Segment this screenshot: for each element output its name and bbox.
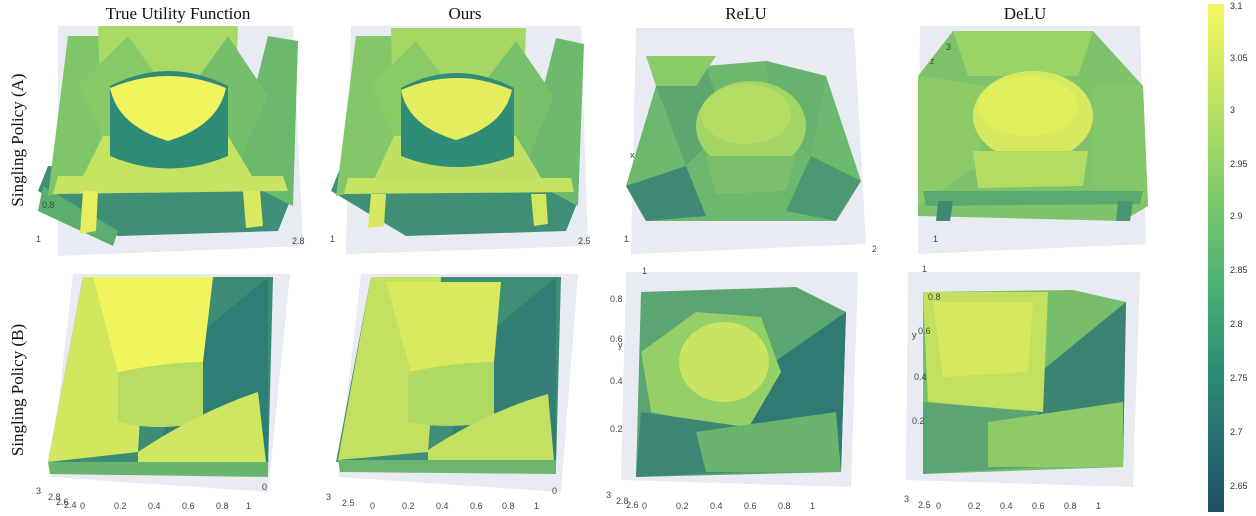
colorbar [1208,4,1224,512]
colorbar-tick: 3.1 [1230,1,1243,11]
axis-tick: 0.6 [182,501,195,510]
column-title-delu: DeLU [1003,4,1047,23]
colorbar-tick: 2.75 [1230,373,1248,383]
axis-tick: 0.2 [610,424,623,434]
colorbar-tick: 2.85 [1230,265,1248,275]
colorbar-tick: 2.8 [1230,319,1243,329]
axis-tick: 0.6 [1032,501,1045,510]
axis-tick: 0.8 [778,501,791,510]
colorbar-tick: 3.05 [1230,53,1248,63]
axis-tick: 0 [370,501,375,510]
axis-label: y [912,330,917,340]
colorbar-tick: 2.9 [1230,211,1243,221]
axis-tick: 0.8 [1064,501,1077,510]
axis-label: x [630,150,635,160]
axis-tick: 1 [534,501,539,510]
axis-tick: 1 [922,264,927,274]
axis-tick: 1 [246,501,251,510]
axis-tick: 2.8 [616,496,629,506]
axis-tick: 0.4 [1000,501,1013,510]
axis-tick: 0.4 [710,501,723,510]
axis-tick: 2.5 [578,236,591,246]
axis-label: z [930,56,935,66]
axis-tick: 0 [552,486,557,496]
axis-tick: 0.8 [928,292,941,302]
axis-tick: 2.6 [56,497,69,507]
axis-tick: 3 [326,492,331,502]
axis-tick: 0.6 [610,334,623,344]
axis-tick: 0.2 [912,416,925,426]
axis-tick: 0.4 [148,501,161,510]
axis-tick: 1 [36,234,41,244]
surface-plot-a-delu: 3 z 1 [878,16,1158,264]
axis-tick: 3 [946,42,951,52]
axis-tick: 0.2 [114,501,127,510]
column-title-true-utility: True Utility Function [105,4,251,23]
axis-tick: 2.6 [626,500,639,510]
axis-tick: 1 [624,234,629,244]
axis-tick: 2.5 [918,500,931,510]
axis-tick: 2.8 [48,492,61,502]
axis-tick: 2 [872,244,876,254]
axis-tick: 1 [642,266,647,276]
axis-tick: 0.8 [42,200,55,210]
axis-tick: 0 [262,482,267,492]
colorbar-tick: 2.7 [1230,427,1243,437]
colorbar-tick: 2.95 [1230,159,1248,169]
axis-tick: 1 [330,234,335,244]
row-label-policy-a: Singling Policy (A) [8,73,27,207]
column-title-relu: ReLU [725,4,767,23]
axis-tick: 0 [642,501,647,510]
axis-tick: 0.4 [610,376,623,386]
row-label-policy-b: Singling Policy (B) [8,323,27,457]
axis-tick: 1 [1096,501,1101,510]
column-title-ours: Ours [448,4,482,23]
axis-tick: 0.2 [402,501,415,510]
axis-tick: 0.4 [436,501,449,510]
surface-plot-b-delu: 1 0.8 y 0.6 0.4 0.2 3 2.5 0 0.2 0.4 0.6 … [878,262,1158,510]
axis-tick: 0 [936,501,941,510]
axis-tick: 0.2 [676,501,689,510]
axis-tick: 2.4 [64,500,77,510]
axis-tick: 3 [36,486,41,496]
axis-tick: 1 [933,234,938,244]
axis-tick: 0.8 [216,501,229,510]
axis-tick: 2.8 [292,236,305,246]
axis-tick: 0.8 [502,501,515,510]
axis-tick: 0.6 [470,501,483,510]
axis-tick: 0.6 [744,501,757,510]
surface-plot-a-true: 0.8 1 2.8 [28,16,308,264]
axis-tick: 0 [80,501,85,510]
axis-tick: 1 [810,501,815,510]
axis-tick: 3 [606,490,611,500]
axis-tick: 0.4 [914,372,927,382]
surface-plot-b-true: 3 2.8 2.6 2.4 0 0.2 0.4 0.6 0.8 1 0 [28,262,308,510]
axis-tick: 2.5 [342,498,355,508]
colorbar-tick: 2.65 [1230,481,1248,491]
axis-tick: 0.8 [610,294,623,304]
axis-label: y [618,340,623,350]
axis-tick: 0.6 [918,326,931,336]
surface-plot-a-relu: x 1 2 [596,16,876,264]
surface-plot-a-ours: 1 2.5 [316,16,596,264]
surface-plot-b-relu: 1 0.8 y 0.6 0.4 0.2 3 2.8 2.6 0 0.2 0.4 … [596,262,876,510]
axis-tick: 3 [904,494,909,504]
surface-plot-b-ours: 3 2.5 0 0.2 0.4 0.6 0.8 1 0 [316,262,596,510]
colorbar-tick: 3 [1230,105,1236,115]
axis-tick: 0.2 [968,501,981,510]
